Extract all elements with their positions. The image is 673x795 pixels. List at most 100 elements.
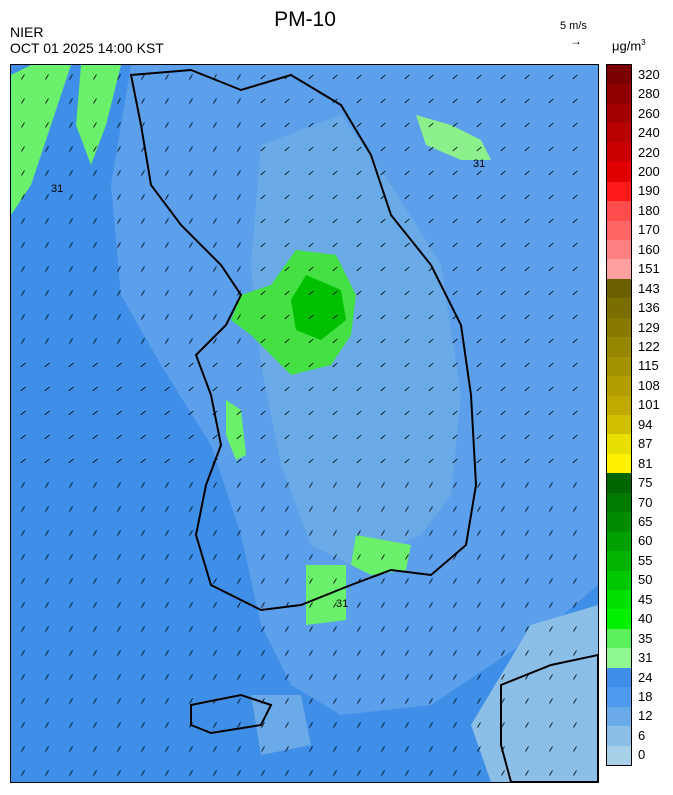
wind-arrow	[45, 98, 49, 104]
wind-arrow	[44, 410, 50, 416]
wind-arrow	[117, 98, 121, 104]
wind-arrow	[453, 626, 457, 632]
wind-arrow	[309, 578, 313, 584]
wind-arrow	[501, 746, 505, 752]
wind-arrow	[429, 578, 433, 584]
wind-arrow	[164, 410, 170, 416]
wind-arrow	[572, 122, 578, 128]
wind-arrow	[45, 602, 49, 608]
wind-arrow	[500, 146, 506, 152]
wind-arrow	[308, 242, 314, 248]
wind-arrow	[189, 290, 193, 296]
wind-arrow	[236, 458, 242, 464]
wind-arrow	[572, 74, 578, 80]
wind-arrow	[309, 482, 313, 488]
wind-arrow	[453, 578, 457, 584]
wind-arrow	[213, 698, 217, 704]
wind-arrow	[45, 746, 49, 752]
wind-arrow	[429, 626, 433, 632]
wind-arrow	[141, 290, 145, 296]
northwest-green-area	[11, 65, 71, 215]
wind-arrow	[429, 554, 433, 560]
wind-arrow	[284, 170, 290, 176]
wind-arrow	[237, 602, 241, 608]
wind-arrow	[548, 362, 554, 368]
wind-arrow	[428, 314, 434, 320]
wind-arrow	[549, 578, 553, 584]
wind-arrow	[404, 98, 410, 104]
wind-arrow	[525, 602, 529, 608]
wind-arrow	[189, 242, 193, 248]
wind-arrow	[477, 674, 481, 680]
wind-arrow	[428, 194, 434, 200]
wind-arrow	[285, 554, 289, 560]
wind-arrow	[477, 530, 481, 536]
wind-arrow	[500, 386, 506, 392]
wind-arrow	[237, 194, 241, 200]
wind-arrow	[525, 722, 529, 728]
wind-arrow	[524, 242, 530, 248]
wind-arrow	[524, 74, 530, 80]
wind-arrow	[524, 194, 530, 200]
wind-arrow	[284, 218, 290, 224]
wind-arrow	[548, 146, 554, 152]
wind-arrow	[116, 386, 122, 392]
wind-arrow	[405, 626, 409, 632]
wind-arrow	[405, 650, 409, 656]
wind-arrow	[332, 434, 338, 440]
wind-arrow	[45, 482, 49, 488]
wind-arrow	[93, 242, 97, 248]
wind-arrow	[285, 650, 289, 656]
wind-arrow	[68, 410, 74, 416]
wind-arrow	[381, 554, 385, 560]
wind-arrow	[117, 698, 121, 704]
wind-arrow	[93, 218, 97, 224]
colorbar-tick-label: 81	[638, 455, 653, 471]
colorbar-tick-label: 94	[638, 416, 653, 432]
wind-arrow	[285, 746, 289, 752]
contour-label: 31	[51, 183, 63, 195]
wind-arrow	[476, 98, 482, 104]
wind-arrow	[501, 578, 505, 584]
wind-arrow	[92, 362, 98, 368]
north-green-area	[76, 65, 121, 165]
wind-arrow	[333, 674, 337, 680]
wind-arrow	[453, 746, 457, 752]
wind-arrow	[141, 482, 145, 488]
wind-arrow	[500, 74, 506, 80]
wind-arrow	[165, 602, 169, 608]
wind-arrow	[429, 722, 433, 728]
wind-arrow	[356, 266, 362, 272]
wind-arrow	[428, 218, 434, 224]
wind-arrow	[404, 242, 410, 248]
wind-arrow	[573, 650, 577, 656]
wind-arrow	[141, 674, 145, 680]
wind-arrow	[116, 410, 122, 416]
wind-arrow	[357, 578, 361, 584]
agency-label: NIER	[10, 24, 44, 40]
wind-arrow	[548, 290, 554, 296]
colorbar-tick-label: 129	[638, 319, 660, 335]
wind-arrow	[69, 74, 73, 80]
wind-arrow	[452, 458, 458, 464]
wind-arrow	[524, 290, 530, 296]
wind-arrow	[500, 266, 506, 272]
colorbar	[606, 64, 632, 766]
wind-arrow	[524, 266, 530, 272]
wind-arrow	[260, 218, 266, 224]
wind-arrow	[405, 602, 409, 608]
wind-arrow	[453, 770, 457, 776]
wind-arrow	[213, 338, 217, 344]
wind-arrow	[117, 674, 121, 680]
colorbar-segment	[607, 278, 631, 299]
wind-arrow	[141, 578, 145, 584]
wind-arrow	[21, 698, 25, 704]
wind-arrow	[405, 698, 409, 704]
colorbar-tick-label: 220	[638, 144, 660, 160]
wind-arrow	[165, 338, 169, 344]
wind-arrow	[21, 338, 25, 344]
wind-arrow	[572, 434, 578, 440]
wind-arrow	[213, 626, 217, 632]
wind-arrow	[141, 722, 145, 728]
wind-arrow	[405, 722, 409, 728]
